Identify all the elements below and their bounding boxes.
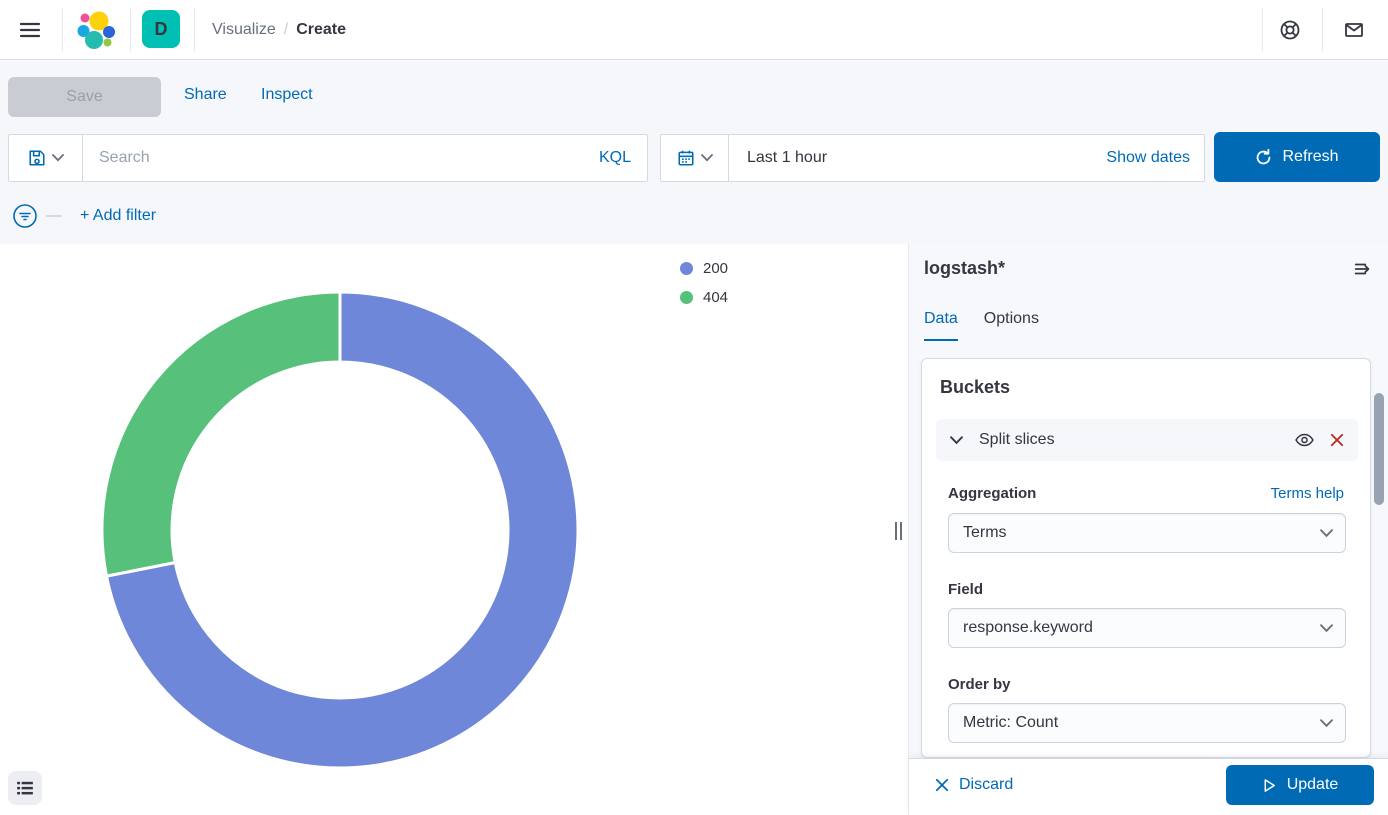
collapse-sidebar-button[interactable] (1354, 260, 1372, 278)
buckets-panel: Buckets Split slices (921, 358, 1371, 758)
header-divider (1322, 8, 1323, 52)
donut-slice-404[interactable] (100, 290, 342, 578)
save-button[interactable]: Save (8, 77, 161, 117)
legend-item-200[interactable]: 200 (680, 260, 728, 277)
legend-label: 404 (703, 289, 729, 306)
resizer-grip (894, 522, 897, 540)
list-icon (17, 781, 33, 795)
filter-divider (46, 215, 62, 217)
remove-bucket-icon[interactable] (1330, 433, 1344, 447)
search-input[interactable] (83, 135, 583, 181)
legend-item-404[interactable]: 404 (680, 289, 728, 306)
search-bar: KQL (8, 134, 648, 182)
breadcrumb-separator: / (283, 21, 289, 38)
time-range-button[interactable]: Last 1 hour (747, 149, 828, 166)
buckets-heading: Buckets (940, 377, 1011, 397)
field-label: Field (948, 581, 984, 598)
order-by-value: Metric: Count (963, 714, 1059, 731)
sidebar-scrollbar-thumb[interactable] (1374, 393, 1384, 505)
discard-x-icon (935, 778, 949, 792)
field-value: response.keyword (963, 619, 1093, 636)
vis-editor-sidebar: logstash* Data Options Buckets Split sli… (908, 244, 1388, 815)
donut-chart (100, 290, 580, 770)
save-query-icon (28, 150, 45, 166)
header-divider (62, 8, 63, 52)
discard-label: Discard (959, 776, 1014, 793)
tab-data[interactable]: Data (924, 310, 958, 341)
breadcrumb-create: Create (296, 21, 347, 38)
chevron-down-icon (51, 154, 64, 162)
kql-language-button[interactable]: KQL (598, 149, 631, 166)
refresh-label: Refresh (1282, 148, 1339, 165)
sidebar-footer: Discard Update (909, 758, 1388, 815)
legend-swatch (680, 291, 693, 304)
aggregation-label: Aggregation (948, 485, 1037, 502)
show-dates-button[interactable]: Show dates (1106, 149, 1190, 166)
chevron-down-icon (950, 435, 963, 444)
date-picker: Last 1 hour Show dates (660, 134, 1205, 182)
index-pattern-title: logstash* (924, 258, 1006, 278)
space-switcher[interactable]: D (142, 10, 180, 48)
aggregation-value: Terms (963, 524, 1007, 541)
add-filter-button[interactable]: + Add filter (80, 207, 157, 224)
header-divider (1262, 8, 1263, 52)
update-label: Update (1286, 776, 1339, 793)
split-slices-label: Split slices (979, 431, 1055, 448)
field-select[interactable]: response.keyword (948, 608, 1346, 648)
help-button[interactable] (1274, 14, 1306, 46)
visualization-area: 200 404 (0, 244, 908, 815)
chevron-down-icon (1320, 718, 1333, 727)
tab-options[interactable]: Options (983, 310, 1039, 327)
panel-resizer-handle[interactable] (890, 514, 906, 548)
legend-toggle-button[interactable] (8, 771, 42, 805)
header-divider (130, 8, 131, 52)
help-life-ring-icon (1280, 20, 1300, 40)
chevron-down-icon (1320, 623, 1333, 632)
mail-icon (1345, 23, 1363, 37)
toolbar-area: Save Share Inspect KQL (0, 61, 1388, 244)
sidebar-tabs: Data Options (924, 310, 1039, 341)
chevron-down-icon (700, 154, 713, 162)
filter-icon (13, 204, 37, 228)
discard-button[interactable]: Discard (935, 776, 1013, 794)
play-icon (1264, 778, 1275, 792)
breadcrumb-visualize[interactable]: Visualize (212, 21, 276, 38)
app-header: D Visualize / Create (0, 0, 1388, 60)
filter-bar: + Add filter (0, 196, 900, 236)
terms-help-link[interactable]: Terms help (1270, 485, 1344, 502)
legend-label: 200 (703, 260, 729, 277)
inspect-button[interactable]: Inspect (261, 86, 313, 103)
header-divider (194, 8, 195, 52)
hamburger-menu-button[interactable] (12, 12, 48, 48)
chart-legend: 200 404 (680, 260, 728, 306)
resizer-grip (899, 522, 902, 540)
refresh-button[interactable]: Refresh (1214, 132, 1380, 182)
update-button[interactable]: Update (1226, 765, 1374, 805)
refresh-icon (1257, 148, 1271, 164)
order-by-select[interactable]: Metric: Count (948, 703, 1346, 743)
newsfeed-button[interactable] (1338, 14, 1370, 46)
breadcrumb: Visualize / Create (212, 0, 346, 60)
order-by-label: Order by (948, 676, 1011, 693)
eye-visibility-icon[interactable] (1295, 433, 1314, 447)
quick-select-menu-button[interactable] (661, 135, 729, 181)
donut-slice-200[interactable] (105, 290, 580, 770)
share-button[interactable]: Share (184, 86, 227, 103)
saved-query-menu-button[interactable] (9, 135, 83, 181)
split-slices-row[interactable]: Split slices (936, 419, 1358, 461)
aggregation-select[interactable]: Terms (948, 513, 1346, 553)
menu-right-icon (1354, 263, 1370, 275)
calendar-icon (677, 150, 694, 166)
filter-menu-button[interactable] (12, 203, 38, 229)
chevron-down-icon (1320, 528, 1333, 537)
hamburger-icon (19, 22, 41, 38)
elastic-logo-icon (77, 11, 115, 49)
elastic-logo[interactable] (76, 10, 116, 50)
legend-swatch (680, 262, 693, 275)
